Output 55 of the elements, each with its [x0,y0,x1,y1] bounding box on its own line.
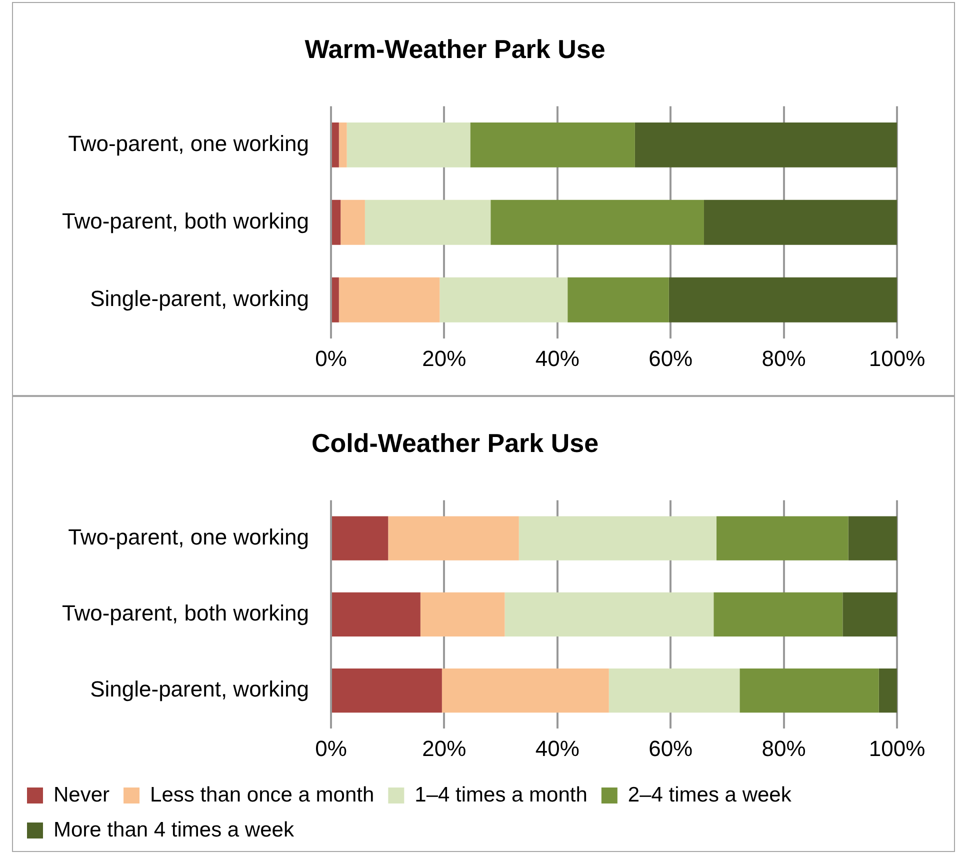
bar [608,668,740,713]
x-tick-label: 40% [535,736,580,761]
bar [740,668,879,713]
x-tick-label: 20% [422,736,466,761]
bar [420,592,505,636]
chart-title: Cold-Weather Park Use [311,428,599,458]
x-tick-label: 100% [868,346,926,371]
bar [332,592,420,636]
bar [440,277,568,322]
bar [340,200,365,245]
bar [714,592,843,636]
bar [568,277,669,322]
bar [332,200,341,245]
legend-label: Less than once a month [150,783,374,806]
x-tick-label: 60% [648,736,693,761]
x-tick-label: 0% [315,346,347,371]
legend-label: 2–4 times a week [628,783,792,806]
bar [470,122,635,168]
y-tick-label: Two-parent, both working [62,208,309,234]
legend-label: More than 4 times a week [54,818,294,842]
bar [668,277,897,322]
bar [848,516,897,560]
bar [364,200,491,245]
bar [878,668,897,713]
bar [332,122,339,168]
y-tick-label: Two-parent, one working [68,130,309,156]
bar [338,277,440,322]
bar [704,200,897,245]
x-tick-label: 60% [648,346,693,371]
chart-title: Warm-Weather Park Use [304,34,606,64]
legend-label: Never [54,783,110,806]
legend-label: 1–4 times a month [414,783,588,806]
y-tick-label: Single-parent, working [90,676,309,702]
bar [490,200,704,245]
bar [842,592,897,636]
x-tick-label: 80% [762,346,806,371]
bar [504,592,714,636]
bar [338,122,347,168]
y-tick-label: Two-parent, both working [62,600,309,626]
x-tick-label: 20% [422,346,466,371]
bar [716,516,848,560]
bar [332,516,388,560]
bar [442,668,609,713]
x-tick-label: 40% [535,346,580,371]
bar [388,516,519,560]
bar [634,122,897,168]
y-tick-label: Two-parent, one working [68,524,309,550]
y-tick-label: Single-parent, working [90,286,309,311]
bar [518,516,716,560]
x-tick-label: 100% [868,736,926,761]
bar [346,122,470,168]
x-tick-label: 0% [315,736,347,761]
x-tick-label: 80% [762,736,806,761]
bar [332,277,339,322]
bar [332,668,442,713]
